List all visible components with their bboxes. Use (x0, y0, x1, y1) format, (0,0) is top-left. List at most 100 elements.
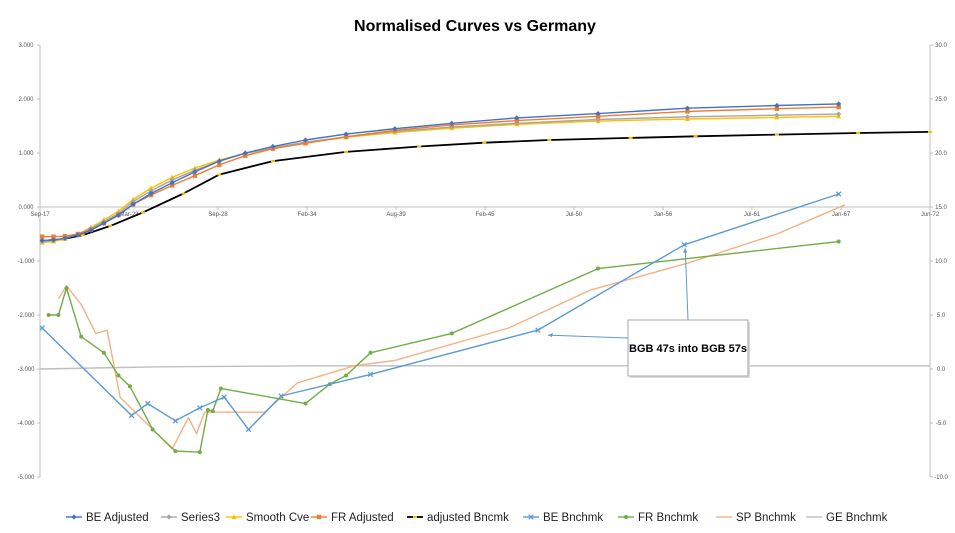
series-be-bnchmk (39, 191, 842, 433)
series-fr-adjusted-point (685, 109, 690, 114)
callout-arrowhead-2 (683, 247, 688, 253)
series-fr-adjusted-point (514, 118, 519, 123)
series-fr-bnchmk-point (150, 427, 155, 432)
legend-label: SP Bnchmk (736, 512, 796, 524)
right-tick-label: 25.0 (935, 97, 947, 103)
series-series3-point (169, 177, 175, 183)
series-be-adjusted-point (270, 143, 276, 150)
x-tick-label: Jul-50 (566, 212, 583, 218)
legend-label: FR Bnchmk (638, 512, 698, 524)
legend-label: Series3 (181, 512, 220, 524)
series-be-adjusted-point (302, 137, 309, 143)
series-fr-bnchmk-point (64, 286, 69, 290)
series-be-adjusted-point (88, 227, 94, 233)
left-tick-label: -4.000 (17, 421, 35, 427)
series-smooth-cve-point (169, 174, 175, 180)
series-be-adjusted-point (242, 150, 248, 156)
legend-item-fr-bnchmk: FR Bnchmk (618, 512, 698, 524)
series-be-adjusted-point (684, 105, 691, 111)
series-adjusted-bncmk-point (140, 211, 145, 214)
series-be-adjusted-point (62, 235, 68, 241)
legend-label: BE Adjusted (86, 512, 149, 524)
legend-item-ge-bnchmk: GE Bnchmk (806, 512, 888, 524)
x-tick-label: Mar-23 (119, 212, 139, 218)
series-be-adjusted-point (101, 220, 107, 226)
series-be-bnchmk-point (535, 327, 541, 333)
x-tick-label: Jan-56 (654, 212, 673, 218)
callout-arrow-1 (547, 334, 629, 339)
x-tick-label: Jul-61 (744, 212, 761, 218)
series-be-bnchmk-point (221, 394, 227, 400)
series-be-adjusted-point (39, 237, 45, 244)
series-series3-point (774, 112, 780, 118)
series-fr-adjusted-point (343, 134, 349, 139)
series-ge-bnchmk-line (39, 365, 930, 370)
series-fr-bnchmk-point (46, 313, 51, 317)
series-be-bnchmk-point (835, 191, 842, 197)
axes: 3.000 2.000 1.000 0.000 -1.000 -2.000 -3.000 -4… (17, 43, 948, 481)
legend-label: FR Adjusted (331, 512, 394, 524)
x-tick-label: Feb-45 (475, 212, 495, 218)
series-be-adjusted-point (75, 232, 81, 238)
right-tick-label: -5.0 (936, 421, 947, 427)
series-be-bnchmk-point (681, 242, 687, 248)
series-fr-bnchmk-point (368, 350, 373, 355)
series-adjusted-bncmk-point (774, 133, 779, 136)
series-fr-bnchmk-point (218, 386, 223, 391)
series-be-bnchmk-point (172, 418, 179, 424)
series-fr-bnchmk-point (127, 384, 132, 389)
series-be-adjusted-point (392, 126, 398, 132)
right-tick-label: 15.0 (935, 205, 947, 211)
series-fr-bnchmk (46, 239, 841, 455)
series-layer (39, 101, 932, 455)
series-be-bnchmk-point (128, 412, 135, 419)
series-adjusted-bncmk-point (628, 136, 633, 139)
series-fr-bnchmk-point (596, 266, 601, 271)
x-tick-label: Sep-28 (208, 212, 228, 218)
series-fr-bnchmk-point (173, 449, 178, 454)
series-be-adjusted-point (836, 101, 842, 107)
series-fr-bnchmk-point (303, 401, 308, 406)
x-tick-label: Jun-72 (921, 212, 940, 218)
series-be-bnchmk-point (197, 405, 203, 411)
series-adjusted-bncmk-point (181, 192, 186, 195)
x-tick-label: Sep-17 (30, 212, 50, 218)
series-adjusted-bncmk-point (482, 141, 487, 144)
legend: BE Adjusted Series3 Smooth Cve FR Adjusted a… (66, 512, 888, 524)
left-tick-label: 2.000 (18, 97, 34, 103)
legend-item-series3: Series3 (161, 512, 220, 524)
series-fr-bnchmk-line (48, 240, 839, 453)
left-tick-label: -1.000 (17, 259, 35, 265)
series-be-bnchmk-point (245, 426, 252, 433)
series-fr-adjusted-point (169, 183, 175, 188)
legend-label: Smooth Cve (246, 512, 309, 524)
legend-point (624, 515, 628, 519)
legend-item-be-adjusted: BE Adjusted (66, 512, 149, 524)
series-be-adjusted-point (130, 201, 136, 207)
legend-point (231, 514, 237, 519)
chart-title: Normalised Curves vs Germany (354, 18, 596, 35)
right-tick-label: 30.0 (935, 43, 947, 49)
series-adjusted-bncmk-point (344, 150, 349, 153)
legend-label: GE Bnchmk (826, 512, 888, 524)
series-fr-bnchmk-point (205, 408, 210, 413)
series-adjusted-bncmk-point (217, 173, 222, 176)
series-be-adjusted-point (595, 110, 601, 117)
series-fr-bnchmk-point (79, 334, 84, 339)
series-be-adjusted (39, 101, 842, 244)
series-series3-point (684, 114, 691, 120)
callout-box (627, 319, 749, 377)
x-tick-label: Jan-67 (832, 212, 851, 218)
series-be-adjusted-point (148, 190, 154, 197)
annotation: BGB 47s into BGB 57s (547, 247, 750, 378)
left-tick-label: -3.000 (17, 367, 35, 373)
series-fr-bnchmk-point (101, 350, 106, 355)
series-adjusted-bncmk-point (928, 130, 932, 133)
x-tick-label: Aug-39 (386, 212, 406, 218)
series-adjusted-bncmk-point (108, 224, 113, 227)
series-fr-bnchmk-point (210, 409, 215, 414)
series-adjusted-bncmk-point (80, 234, 85, 237)
series-be-adjusted-point (514, 115, 520, 121)
series-adjusted-bncmk-point (547, 139, 552, 142)
